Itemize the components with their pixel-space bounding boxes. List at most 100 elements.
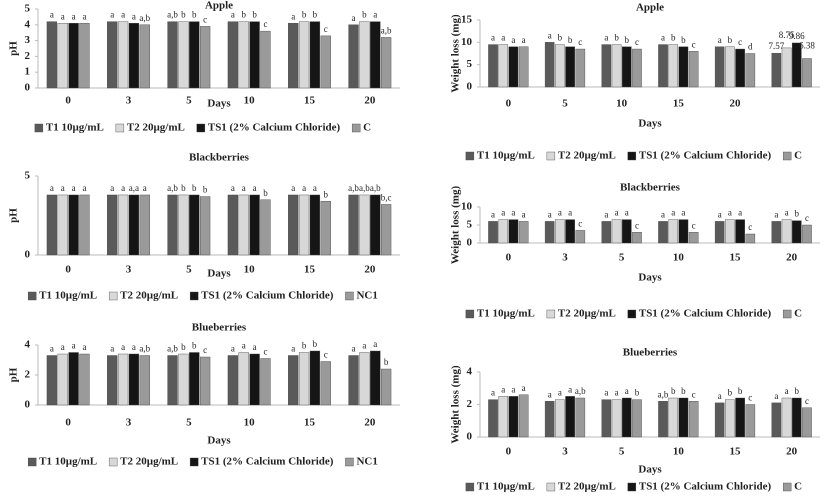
significance-letter: a (491, 388, 495, 398)
significance-letter: a (625, 386, 629, 396)
bar (348, 24, 359, 89)
significance-letter: a (61, 342, 65, 352)
significance-letter: c (263, 19, 267, 29)
x-tick-label: 3 (126, 264, 132, 276)
significance-letter: b (302, 341, 307, 351)
significance-letter: a,b (139, 344, 150, 354)
bar (575, 230, 586, 244)
significance-letter: a (604, 209, 608, 219)
x-tick-label: 5 (186, 95, 192, 107)
bar (621, 219, 632, 244)
bar (320, 201, 331, 256)
y-tick-label: 10 (461, 36, 473, 48)
significance-letter: a (121, 10, 125, 20)
significance-letter: b (614, 33, 619, 43)
bar (735, 219, 745, 244)
significance-letter: a (625, 208, 629, 218)
bar (320, 35, 331, 89)
x-tick-label: 15 (673, 98, 685, 110)
bar (802, 58, 812, 88)
bar (227, 21, 239, 89)
y-tick-label: 5 (25, 3, 31, 15)
bar (498, 44, 509, 88)
bar (380, 37, 392, 89)
significance-letter: a (82, 183, 86, 193)
bar (238, 194, 249, 256)
chart-title: Blackberries (189, 152, 250, 164)
significance-letter: a (615, 208, 619, 218)
bar (309, 194, 321, 256)
significance-letter: b (728, 388, 733, 398)
x-tick-label: 0 (65, 264, 71, 276)
bar (380, 204, 392, 256)
significance-letter: b (192, 183, 197, 193)
significance-letter: c (692, 389, 696, 399)
legend-swatch (27, 291, 37, 301)
significance-letter: a (50, 183, 54, 193)
significance-letter: a (738, 208, 742, 218)
significance-letter: a (50, 10, 54, 20)
significance-letter: a (728, 208, 732, 218)
bar (238, 352, 249, 406)
significance-letter: a (511, 35, 515, 45)
x-tick-label: 20 (786, 446, 798, 458)
bar (771, 402, 782, 438)
significance-letter: b (671, 386, 676, 396)
significance-letter: c (324, 350, 328, 360)
significance-letter: b (263, 188, 268, 198)
legend-label: NC1 (356, 456, 377, 468)
bar (68, 23, 79, 89)
chart-title: Blackberries (620, 182, 681, 194)
significance-letter: b (241, 10, 246, 20)
x-tick-label: 5 (186, 264, 192, 276)
significance-letter: a (50, 344, 54, 354)
x-tick-label: 10 (244, 264, 256, 276)
significance-letter: a (72, 11, 76, 21)
bar (249, 21, 260, 89)
bar (107, 194, 118, 256)
x-tick-label: 20 (786, 252, 798, 264)
y-tick-label: 0 (25, 82, 31, 94)
significance-letter: a (72, 341, 76, 351)
x-tick-label: 10 (673, 252, 685, 264)
significance-letter: a (61, 11, 65, 21)
y-axis-label: pH (8, 41, 20, 56)
bar (621, 46, 632, 88)
significance-letter: b (192, 341, 197, 351)
bar (565, 46, 575, 88)
significance-letter: b (181, 183, 186, 193)
bar (178, 353, 189, 406)
significance-letter: a (352, 344, 356, 354)
x-axis-label: Days (207, 98, 231, 110)
significance-letter: a (548, 389, 552, 399)
y-tick-label: 1 (25, 66, 31, 78)
significance-letter: a (231, 183, 235, 193)
bar (139, 355, 150, 406)
bar (725, 219, 735, 244)
significance-letter: a (548, 30, 552, 40)
bar (167, 194, 178, 256)
legend-label: C (794, 481, 802, 493)
legend-label: C (363, 122, 371, 134)
bar (199, 196, 211, 256)
significance-letter: a,b (575, 386, 586, 396)
significance-letter: b (681, 386, 686, 396)
legend-label: TS1 (2% Calcium Chloride) (201, 290, 334, 302)
bar (745, 233, 756, 244)
bar (189, 21, 200, 89)
bar (298, 352, 310, 406)
bar (288, 355, 299, 406)
bar (117, 194, 129, 256)
value-label: 8.75 (779, 30, 795, 40)
significance-letter: c (738, 37, 742, 47)
significance-letter: b (728, 35, 733, 45)
bar (249, 194, 260, 256)
bar (544, 401, 555, 438)
bar (802, 407, 812, 438)
bar (359, 352, 370, 406)
significance-letter: a (718, 209, 722, 219)
bar (178, 194, 189, 256)
y-axis-label: Weight loss (mg) (450, 14, 462, 93)
bar (781, 47, 792, 88)
significance-letter: a,b (167, 10, 178, 20)
